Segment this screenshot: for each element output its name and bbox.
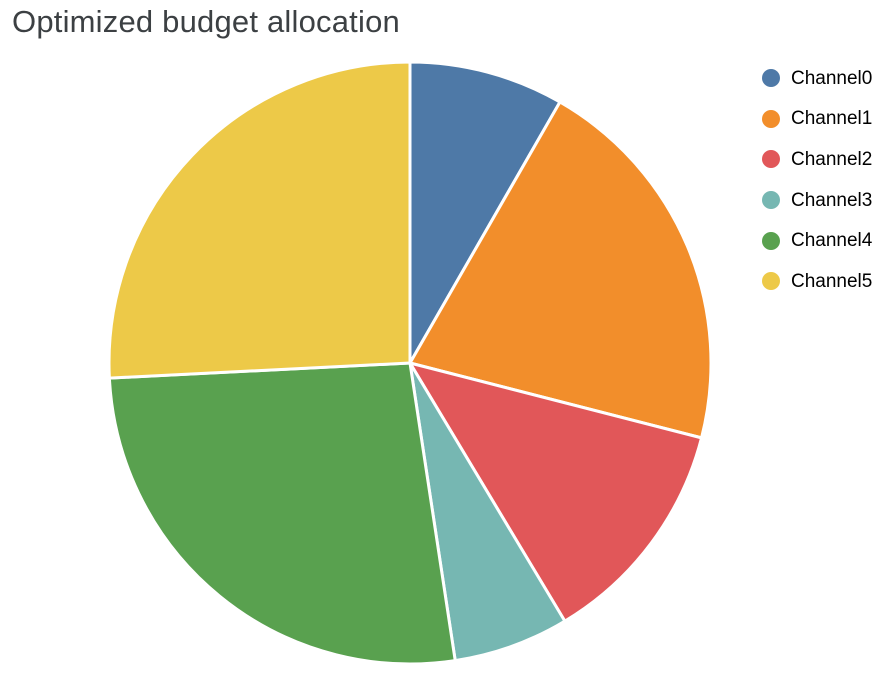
legend-item-channel2: Channel2	[762, 139, 872, 180]
legend-swatch-icon	[762, 150, 780, 169]
legend-label: Channel1	[791, 108, 873, 130]
legend-item-channel0: Channel0	[762, 58, 872, 99]
legend-label: Channel3	[791, 189, 873, 211]
chart-title: Optimized budget allocation	[12, 4, 400, 39]
legend-item-channel5: Channel5	[762, 261, 872, 302]
legend-item-channel1: Channel1	[762, 99, 872, 140]
pie-slice-channel3	[408, 361, 567, 663]
legend-label: Channel5	[791, 270, 873, 292]
legend-swatch-icon	[762, 191, 780, 210]
legend-item-channel3: Channel3	[762, 180, 872, 221]
legend: Channel0 Channel1 Channel2 Channel3 Channel4…	[762, 58, 872, 302]
pie-slice-channel5	[107, 60, 412, 380]
legend-item-channel4: Channel4	[762, 220, 872, 261]
pie-slice-channel2	[408, 361, 704, 623]
pie-slice-channel0	[408, 60, 562, 365]
legend-label: Channel2	[791, 148, 873, 170]
legend-swatch-icon	[762, 109, 780, 128]
legend-swatch-icon	[762, 69, 780, 88]
pie-slice-channel4	[107, 361, 457, 666]
legend-label: Channel4	[791, 230, 873, 252]
legend-swatch-icon	[762, 272, 780, 291]
legend-swatch-icon	[762, 231, 780, 250]
legend-label: Channel0	[791, 67, 873, 89]
pie-slice-channel1	[408, 100, 713, 440]
